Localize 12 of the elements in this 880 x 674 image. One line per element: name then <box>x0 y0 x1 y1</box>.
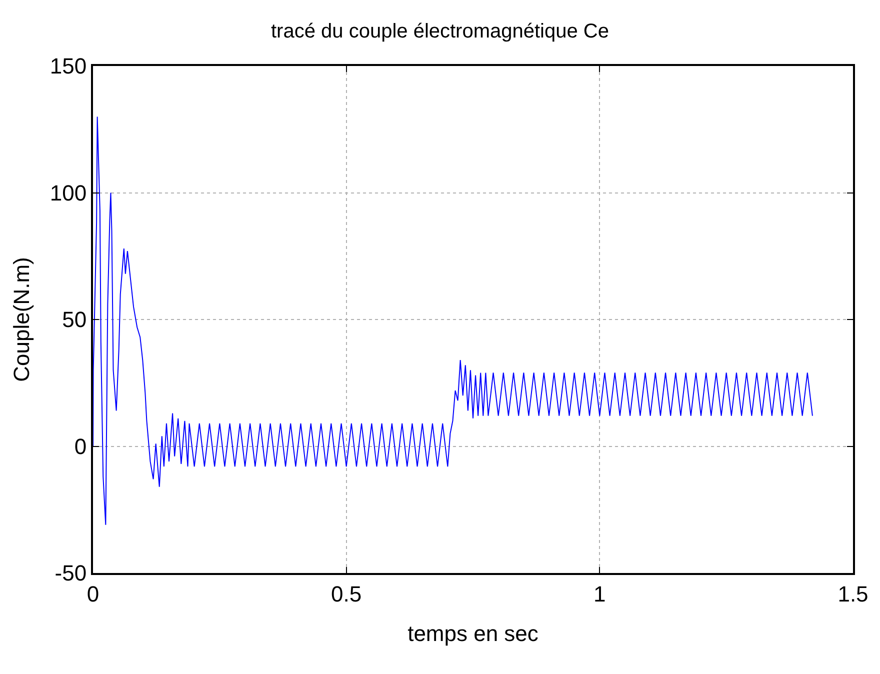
x-tick-label: 1.5 <box>838 581 868 606</box>
chart-title: tracé du couple électromagnétique Ce <box>271 20 609 42</box>
line-series <box>93 116 813 526</box>
y-tick-label: 50 <box>62 307 87 332</box>
x-tick-label: 1 <box>594 581 606 606</box>
x-tick-label: 0.5 <box>331 581 362 606</box>
y-tick-label: 0 <box>74 434 87 459</box>
y-axis-title: Couple(N.m) <box>9 257 34 382</box>
x-axis-title: temps en sec <box>408 620 538 646</box>
y-tick-label: 100 <box>50 180 87 206</box>
y-tick-label: -50 <box>54 560 87 586</box>
y-tick-label: 150 <box>50 54 87 79</box>
